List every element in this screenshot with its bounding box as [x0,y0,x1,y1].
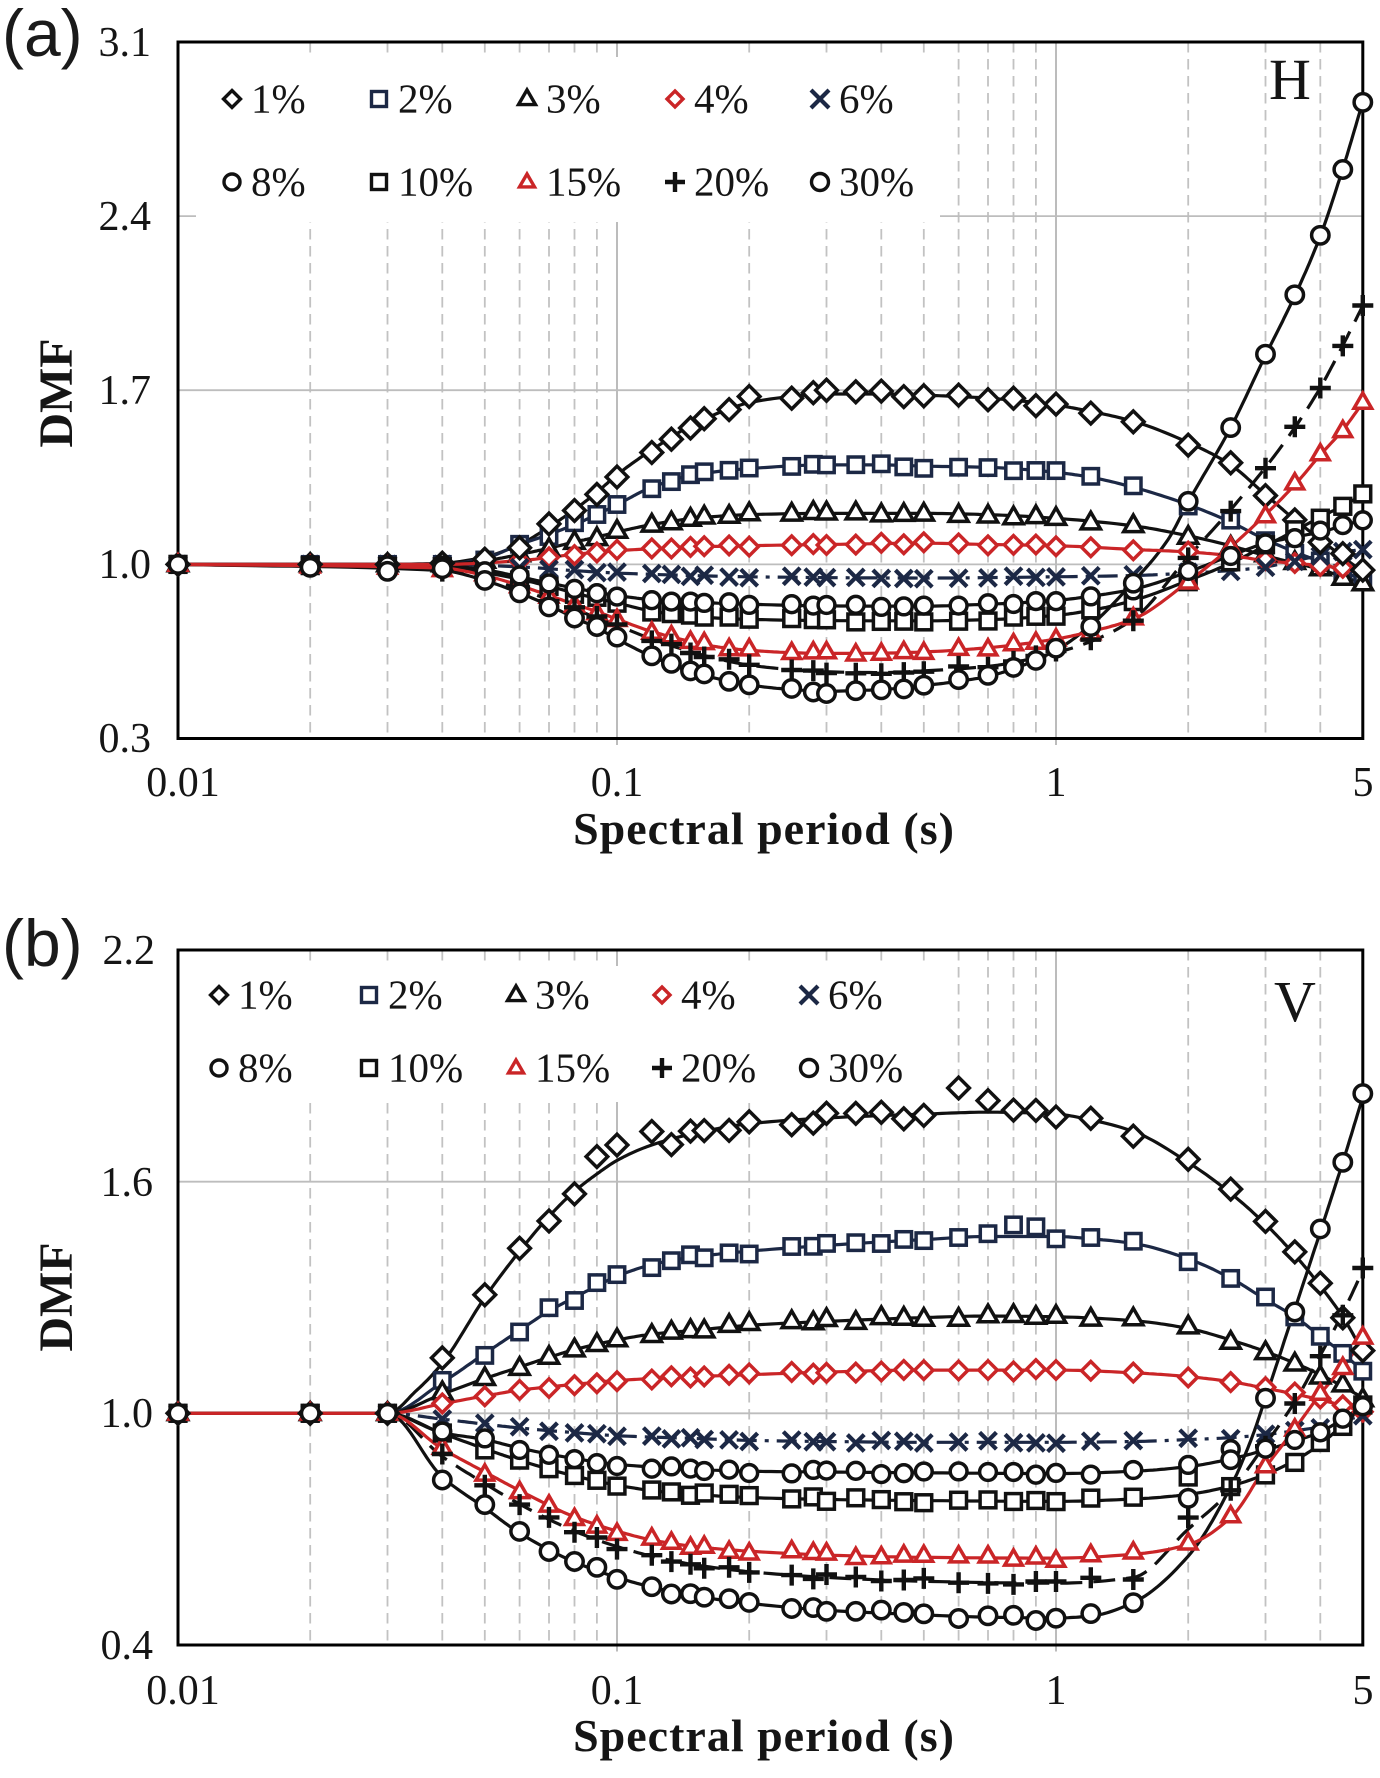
svg-text:0.1: 0.1 [591,760,644,806]
svg-text:Spectral period (s): Spectral period (s) [573,1710,955,1761]
svg-text:1%: 1% [238,972,293,1018]
svg-text:(b): (b) [2,906,83,980]
svg-text:Spectral period (s): Spectral period (s) [573,803,955,854]
svg-text:2%: 2% [388,972,443,1018]
svg-text:1: 1 [1046,1668,1067,1714]
svg-text:1: 1 [1046,760,1067,806]
svg-text:5: 5 [1353,760,1374,806]
svg-text:4%: 4% [681,972,736,1018]
svg-text:3%: 3% [535,972,590,1018]
svg-text:4%: 4% [694,76,749,122]
svg-text:15%: 15% [546,159,621,205]
svg-text:6%: 6% [828,972,883,1018]
svg-text:3%: 3% [546,76,601,122]
svg-text:2.4: 2.4 [99,194,152,240]
svg-text:10%: 10% [388,1045,463,1091]
svg-text:0.1: 0.1 [591,1668,644,1714]
svg-text:V: V [1274,969,1316,1034]
svg-text:1.0: 1.0 [101,1391,154,1437]
svg-text:20%: 20% [681,1045,756,1091]
svg-text:8%: 8% [251,159,306,205]
svg-text:DMF: DMF [30,338,83,447]
svg-text:30%: 30% [839,159,914,205]
svg-text:1.7: 1.7 [99,368,152,414]
svg-text:0.4: 0.4 [101,1623,154,1669]
svg-text:2.2: 2.2 [103,928,156,974]
svg-text:3.1: 3.1 [99,20,152,66]
svg-text:DMF: DMF [30,1242,83,1351]
svg-text:5: 5 [1353,1668,1374,1714]
svg-text:0.3: 0.3 [99,716,152,762]
svg-text:(a): (a) [2,0,83,70]
svg-text:15%: 15% [535,1045,610,1091]
svg-text:20%: 20% [694,159,769,205]
svg-text:2%: 2% [398,76,453,122]
svg-text:10%: 10% [398,159,473,205]
svg-text:H: H [1269,47,1311,112]
svg-text:0.01: 0.01 [146,760,220,806]
svg-text:6%: 6% [839,76,894,122]
svg-text:1%: 1% [251,76,306,122]
svg-text:0.01: 0.01 [146,1668,220,1714]
svg-text:30%: 30% [828,1045,903,1091]
svg-text:8%: 8% [238,1045,293,1091]
svg-text:1.6: 1.6 [101,1160,154,1206]
svg-text:1.0: 1.0 [99,542,152,588]
